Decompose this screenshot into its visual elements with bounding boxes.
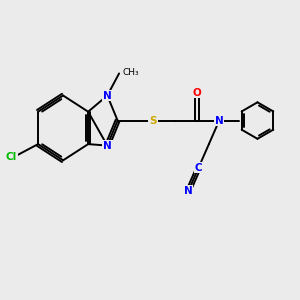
- Text: S: S: [149, 116, 157, 126]
- Text: N: N: [215, 116, 224, 126]
- Text: N: N: [184, 186, 193, 196]
- Text: O: O: [193, 88, 202, 98]
- Text: C: C: [195, 163, 203, 173]
- Text: Cl: Cl: [6, 152, 17, 162]
- Text: N: N: [103, 141, 112, 151]
- Text: CH₃: CH₃: [123, 68, 139, 77]
- Text: N: N: [103, 91, 112, 100]
